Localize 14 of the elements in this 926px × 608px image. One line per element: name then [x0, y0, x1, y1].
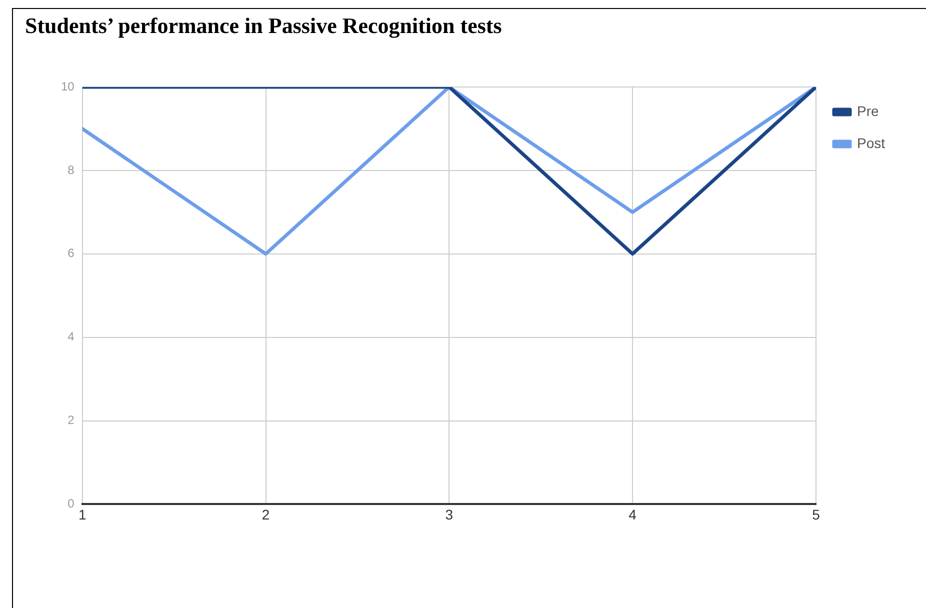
x-tick-label: 1 — [78, 506, 86, 522]
x-tick-label: 5 — [812, 506, 820, 522]
y-tick-label: 4 — [68, 330, 75, 344]
y-tick-label: 2 — [68, 413, 75, 428]
x-tick-label: 3 — [445, 506, 454, 522]
x-tick-label: 2 — [262, 506, 270, 522]
y-tick-label: 0 — [68, 496, 75, 511]
y-tick-label: 6 — [68, 246, 75, 260]
chart-title: Students’ performance in Passive Recognition tests — [25, 13, 502, 39]
legend-label: Post — [856, 134, 886, 151]
y-tick-label: 8 — [68, 162, 75, 177]
y-tick-label: 10 — [60, 79, 75, 94]
x-tick-label: 4 — [628, 506, 637, 522]
legend-label: Pre — [856, 102, 879, 119]
